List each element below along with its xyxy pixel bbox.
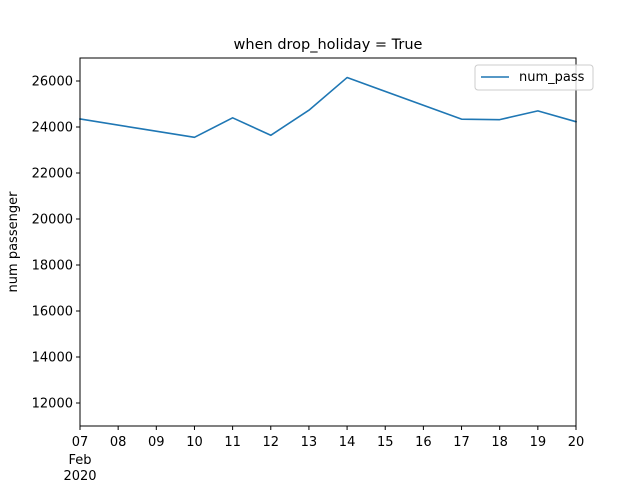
x-tick-label: 11 [224,435,241,450]
x-tick-label: 09 [148,435,165,450]
x-tick-label: 17 [453,435,470,450]
y-tick-label: 26000 [32,75,73,90]
chart-title: when drop_holiday = True [234,37,423,53]
y-axis-label: num passenger [6,191,21,293]
x-tick-sublabel-month: Feb [68,453,91,468]
y-tick-label: 18000 [32,259,73,274]
y-tick-label: 16000 [32,305,73,320]
x-tick-label: 07 [72,435,89,450]
x-tick-label: 19 [530,435,547,450]
x-tick-label: 13 [301,435,318,450]
legend: num_pass [474,64,594,91]
x-tick-label: 10 [186,435,203,450]
y-tick-label: 24000 [32,121,73,136]
y-tick-label: 14000 [32,351,73,366]
x-tick-sublabel-year: 2020 [63,469,96,480]
x-tick-label: 20 [568,435,585,450]
x-tick-label: 15 [377,435,394,450]
x-tick-label: 12 [262,435,279,450]
x-tick-label: 18 [491,435,508,450]
legend-label-num-pass: num_pass [519,70,585,85]
y-tick-label: 12000 [32,397,73,412]
series-group [79,76,577,139]
y-axis-ticks: 12000 14000 16000 18000 20000 22000 24000 26000 [32,75,80,412]
y-tick-label: 20000 [32,213,73,228]
x-axis-ticks: 07 08 09 10 11 12 13 14 15 16 17 18 19 20 [72,426,585,450]
series-line-num-pass [79,76,577,139]
x-tick-label: 16 [415,435,432,450]
y-tick-label: 22000 [32,167,73,182]
x-tick-label: 14 [339,435,356,450]
x-tick-label: 08 [110,435,127,450]
plot-area-frame [79,57,577,427]
legend-box [474,64,594,91]
